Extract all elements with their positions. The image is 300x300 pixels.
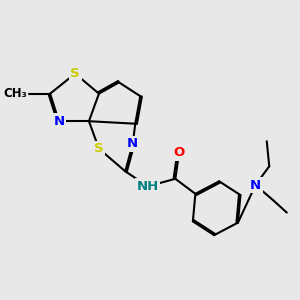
- Text: NH: NH: [137, 180, 159, 193]
- Text: O: O: [173, 146, 185, 159]
- Text: N: N: [53, 115, 64, 128]
- Text: S: S: [94, 142, 104, 155]
- Text: N: N: [127, 137, 138, 150]
- Text: N: N: [250, 178, 261, 192]
- Text: CH₃: CH₃: [4, 87, 28, 100]
- Text: S: S: [70, 67, 80, 80]
